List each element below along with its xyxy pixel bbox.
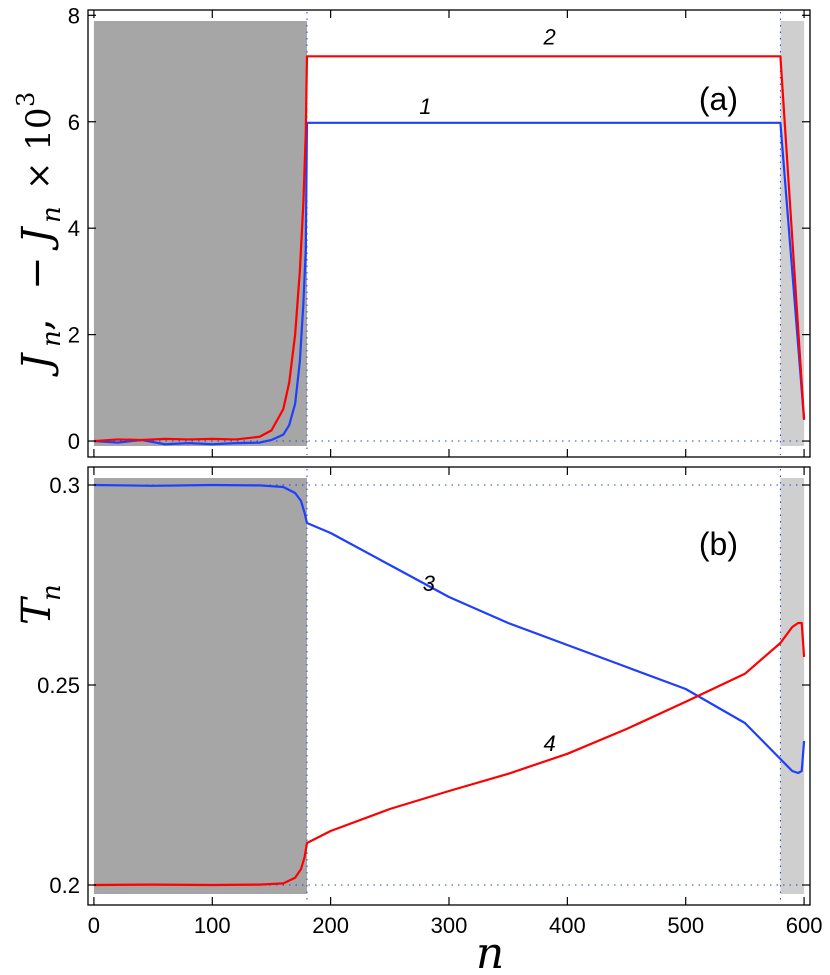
x-tick-label: 500 [667,913,704,938]
x-tick-label: 400 [549,913,586,938]
panel-a-curve-labels: 12 [419,25,556,119]
x-tick-label: 200 [312,913,349,938]
y-tick-label: 8 [68,3,80,28]
series-line-4 [93,621,806,887]
ylabel-multiplier: × 10 [19,107,59,190]
panel-a-x-ticks [93,10,805,457]
ylabel-t: T [14,595,60,625]
series-line-1 [93,121,806,446]
panel-b-curves [93,483,806,887]
ylabel-neg-j: − J [14,226,60,290]
bath-region-right [780,478,805,894]
x-axis-label: n [476,928,504,975]
panel-a-label: (a) [699,81,738,117]
ylabel-t-sub: n [37,584,67,601]
ylabel-exponent: 3 [12,92,40,107]
ylabel-j: J [14,352,60,377]
ylabel-comma: , [14,318,60,331]
ylabel-j-sub: n [37,330,67,347]
ylabel-neg-j-sub: n [37,206,67,223]
y-tick-label: 6 [68,110,80,135]
panel-b: 0.20.250.3 0 100 200 300 400 500 600 (b) 34 T … [14,466,823,975]
series-line-3 [93,483,806,775]
x-tick-label: 100 [194,913,231,938]
panel-b-x-ticks: 0 100 200 300 400 500 600 [88,467,823,938]
x-tick-label: 300 [431,913,468,938]
panel-a-shading [93,21,805,446]
y-tick-label: 0.3 [49,473,80,498]
x-tick-label: 600 [786,913,823,938]
panel-a-y-ticks: 0 2 4 6 8 [68,3,810,454]
panel-b-y-ticks: 0.2 0.25 0.3 [37,473,810,898]
bath-region-left [93,478,307,894]
x-tick-label: 0 [88,913,100,938]
curve-label-3: 3 [423,571,436,596]
panel-b-label: (b) [699,526,738,562]
panel-b-y-axis-label: T n [14,584,67,625]
panel-b-shading [93,478,805,894]
curve-label-1: 1 [419,94,431,119]
y-tick-label: 0.25 [37,673,80,698]
curve-label-2: 2 [542,25,555,50]
y-tick-label: 0.2 [49,873,80,898]
panel-a-curves [93,55,806,446]
panel-a-y-axis-label: J n , − J n × 10 3 [12,92,67,377]
y-tick-label: 2 [68,323,80,348]
curve-label-4: 4 [543,731,555,756]
y-tick-label: 0 [68,429,80,454]
bath-region-left [93,21,307,446]
series-line-2 [93,55,806,443]
y-tick-label: 4 [68,216,80,241]
panel-b-curve-labels: 34 [423,571,556,756]
